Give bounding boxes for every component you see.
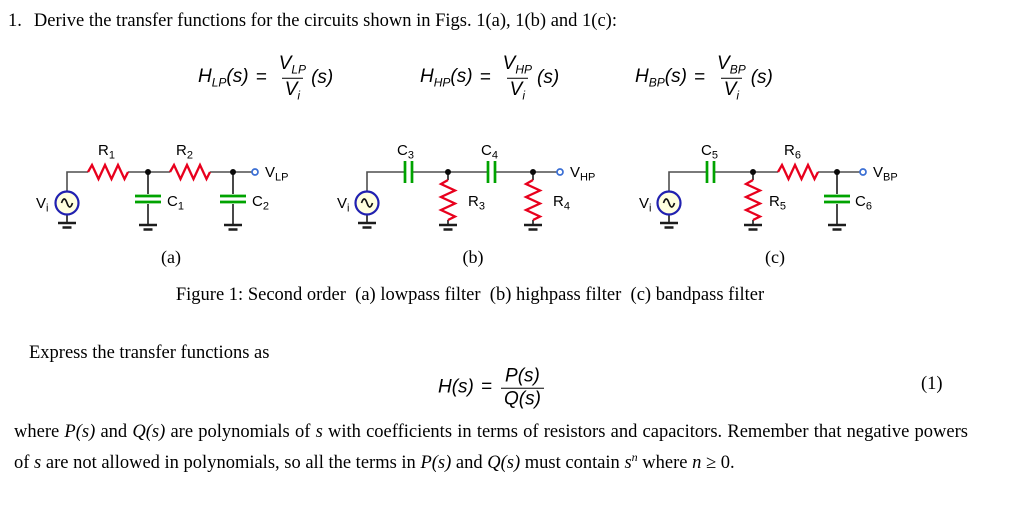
output-terminal-vlp xyxy=(251,168,259,176)
body-paragraph: where P(s) and Q(s) are polynomials of s… xyxy=(14,422,968,474)
capacitor-c2 xyxy=(220,194,246,204)
output-terminal-vbp xyxy=(859,168,867,176)
resistor-r5 xyxy=(743,179,763,222)
ground-icon xyxy=(358,221,376,229)
label-r2: R2 xyxy=(176,142,193,162)
subfigure-label-a: (a) xyxy=(161,247,181,268)
label-c1: C1 xyxy=(167,193,184,213)
capacitor-c6 xyxy=(824,194,850,204)
figure-caption: Figure 1: Second order (a) lowpass filte… xyxy=(175,285,765,305)
express-line: Express the transfer functions as xyxy=(29,343,270,363)
ground-icon xyxy=(744,223,762,231)
resistor-r6 xyxy=(777,162,820,182)
fraction-denominator: Vi xyxy=(506,78,529,103)
node-dot xyxy=(530,169,536,175)
label-r4: R4 xyxy=(553,193,570,213)
ground-icon xyxy=(224,223,242,231)
label-r5: R5 xyxy=(769,193,786,213)
fraction: VBP Vi xyxy=(714,53,749,103)
fraction-numerator: VBP xyxy=(717,52,746,77)
node-dot xyxy=(445,169,451,175)
label-r3: R3 xyxy=(468,193,485,213)
wires xyxy=(668,171,863,225)
equation-lhs: HBP(s) xyxy=(635,66,687,90)
sine-wave-icon xyxy=(60,198,74,208)
fraction-denominator: Vi xyxy=(281,78,304,103)
label-c5: C5 xyxy=(701,142,718,162)
equals-sign: = xyxy=(479,67,491,88)
equals-sign: = xyxy=(693,67,706,88)
fraction: VHP Vi xyxy=(500,53,535,103)
capacitor-c4 xyxy=(486,161,497,183)
fraction-numerator: P(s) xyxy=(505,365,540,387)
fraction-numerator: VLP xyxy=(278,52,307,77)
label-c4: C4 xyxy=(481,142,498,162)
ground-icon xyxy=(828,223,846,231)
fraction-denominator: Q(s) xyxy=(501,388,544,410)
equation-lhs: HHP(s) xyxy=(420,66,473,90)
subfigure-label-c: (c) xyxy=(765,247,785,268)
capacitor-c5 xyxy=(705,161,716,183)
equation-lhs: H(s) xyxy=(438,377,474,398)
node-dot xyxy=(145,169,151,175)
label-c3: C3 xyxy=(397,142,414,162)
fraction-denominator: Vi xyxy=(720,78,743,103)
resistor-r2 xyxy=(169,162,212,182)
problem-text: Derive the transfer functions for the ci… xyxy=(33,11,617,31)
ground-icon xyxy=(660,221,678,229)
circuit-highpass: Vi C3 C4 R3 R4 VHP (b) xyxy=(337,142,595,268)
equation-number: (1) xyxy=(921,374,943,394)
label-vi: Vi xyxy=(337,195,349,215)
resistor-r4 xyxy=(523,179,543,222)
equation-hbp: HBP(s) = VBP Vi (s) xyxy=(635,53,773,103)
equation-argument: (s) xyxy=(311,67,334,88)
label-vi: Vi xyxy=(36,195,48,215)
equals-sign: = xyxy=(255,67,267,88)
label-vlp: VLP xyxy=(265,164,288,184)
equation-hs: H(s) = P(s) Q(s) xyxy=(438,366,546,411)
fraction: P(s) Q(s) xyxy=(501,366,544,411)
ground-icon xyxy=(139,223,157,231)
label-vi: Vi xyxy=(639,195,651,215)
circuit-bandpass: Vi C5 R6 R5 C6 VBP (c) xyxy=(639,142,898,268)
equals-sign: = xyxy=(480,377,492,398)
label-c6: C6 xyxy=(855,193,872,213)
label-vhp: VHP xyxy=(570,164,595,184)
sine-wave-icon xyxy=(360,198,374,208)
equation-argument: (s) xyxy=(537,67,560,88)
equation-argument: (s) xyxy=(750,67,773,88)
fraction-numerator: VHP xyxy=(502,52,533,77)
ground-icon xyxy=(58,221,76,229)
equation-hlp: HLP(s) = VLP Vi (s) xyxy=(198,53,333,103)
node-dot xyxy=(834,169,840,175)
ground-icon xyxy=(439,223,457,231)
resistor-r1 xyxy=(87,162,130,182)
wires xyxy=(66,171,255,225)
circuit-lowpass: Vi R1 R2 C1 C2 VLP (a) xyxy=(36,142,288,268)
equation-lhs: HLP(s) xyxy=(198,66,249,90)
node-dot xyxy=(750,169,756,175)
problem-statement: 1. Derive the transfer functions for the… xyxy=(8,11,617,32)
capacitor-c1 xyxy=(135,194,161,204)
ground-icon xyxy=(524,223,542,231)
fraction: VLP Vi xyxy=(276,53,309,103)
label-r6: R6 xyxy=(784,142,801,162)
label-vbp: VBP xyxy=(873,164,898,184)
node-dot xyxy=(230,169,236,175)
subfigure-label-b: (b) xyxy=(463,247,484,268)
capacitor-c3 xyxy=(403,161,414,183)
sine-wave-icon xyxy=(662,198,676,208)
label-r1: R1 xyxy=(98,142,115,162)
resistor-r3 xyxy=(438,179,458,222)
problem-number: 1. xyxy=(8,11,22,31)
output-terminal-vhp xyxy=(556,168,564,176)
label-c2: C2 xyxy=(252,193,269,213)
equation-hhp: HHP(s) = VHP Vi (s) xyxy=(420,53,559,103)
